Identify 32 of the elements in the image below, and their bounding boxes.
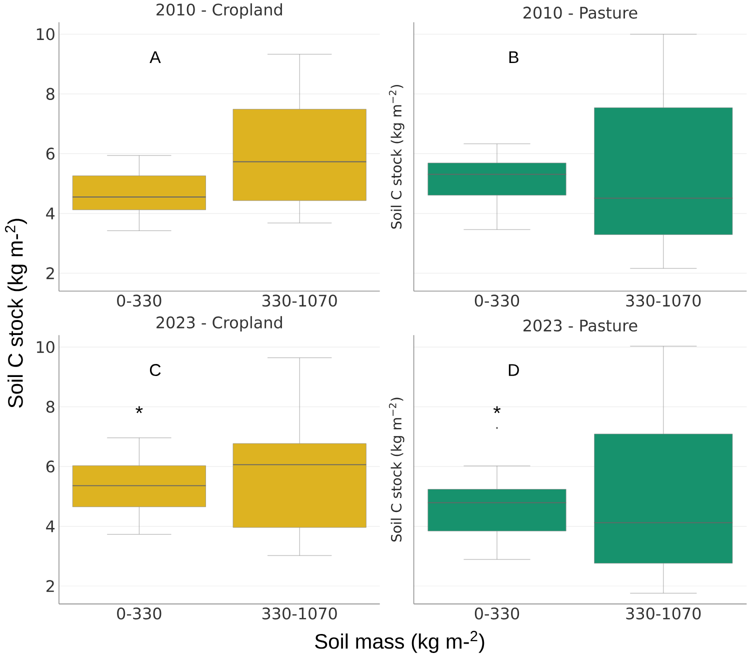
y-tick-label: 4 xyxy=(46,520,55,532)
chart-title: 2010 - Cropland xyxy=(156,3,282,19)
annotation: * xyxy=(493,406,501,414)
x-axis-title: Soil mass (kg m-$^{2}$) xyxy=(315,630,484,653)
y-tick-label: 8 xyxy=(46,400,54,413)
annotation: * xyxy=(136,406,143,414)
y-tick-label: 2 xyxy=(46,580,54,592)
y-tick-label: 2 xyxy=(46,267,54,280)
annotation: D xyxy=(508,364,519,376)
y-tick-label: 10 xyxy=(36,28,54,40)
y-axis-title: Soil C stock (kg m$^{−2}$) xyxy=(388,84,404,229)
chart-title: 2023 - Pasture xyxy=(524,320,638,332)
annotation: B xyxy=(509,51,518,64)
x-tick-label: 0-330 xyxy=(474,608,520,620)
x-tick-label: 0-330 xyxy=(117,294,162,307)
x-tick-label: 0-330 xyxy=(117,608,162,620)
y-tick-label: 10 xyxy=(36,341,54,354)
y-tick-label: 6 xyxy=(46,148,54,160)
y-axis-title: Soil C stock (kg m-$^{2}$) xyxy=(4,218,28,408)
x-tick-label: 330-1070 xyxy=(262,608,337,620)
annotation: C xyxy=(150,364,161,376)
chart-title: 2023 - Cropland xyxy=(156,316,282,332)
y-tick-label: 8 xyxy=(46,88,54,100)
annotation: A xyxy=(150,51,161,64)
x-tick-label: 330-1070 xyxy=(626,294,701,307)
x-tick-label: 0-330 xyxy=(474,294,520,307)
y-tick-label: 4 xyxy=(46,208,55,220)
y-axis-title: Soil C stock (kg m$^{−2}$) xyxy=(388,398,404,542)
chart-title: 2010 - Pasture xyxy=(524,6,638,19)
x-tick-label: 330-1070 xyxy=(626,608,701,620)
x-tick-label: 330-1070 xyxy=(262,294,337,307)
y-tick-label: 6 xyxy=(46,460,54,473)
